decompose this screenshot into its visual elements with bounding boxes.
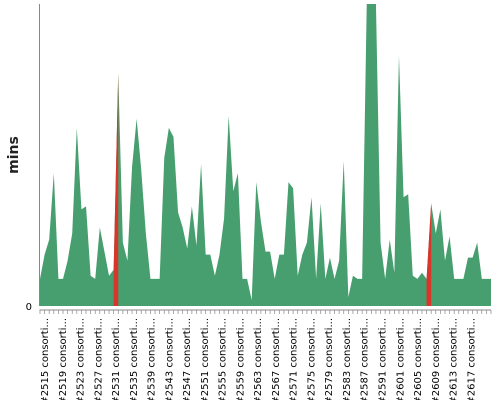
highlight-segment bbox=[426, 203, 432, 306]
x-axis-ticks: #2515 consorti... #2519 consorti... #2523 … bbox=[39, 310, 492, 400]
x-tick-label: #2535 consorti... bbox=[129, 318, 140, 400]
area-series bbox=[40, 4, 491, 306]
y-tick-label: 0 bbox=[26, 302, 32, 313]
y-axis-label: mins bbox=[6, 136, 22, 174]
highlight-segment bbox=[113, 73, 119, 307]
x-tick-label: #2523 consorti... bbox=[76, 318, 87, 400]
x-tick-label: #2563 consorti... bbox=[253, 318, 264, 400]
x-tick-label: #2617 consorti... bbox=[466, 318, 477, 400]
x-tick-label: #2543 consorti... bbox=[164, 318, 175, 400]
x-tick-label: #2547 consorti... bbox=[182, 318, 193, 400]
x-tick-label: #2571 consorti... bbox=[289, 318, 300, 400]
plot-area bbox=[40, 4, 491, 307]
x-tick-label: #2575 consorti... bbox=[306, 318, 317, 400]
x-tick-label: #2605 consorti... bbox=[413, 318, 424, 400]
x-tick-label: #2613 consorti... bbox=[449, 318, 460, 400]
x-tick-label: #2579 consorti... bbox=[324, 318, 335, 400]
x-tick-label: #2601 consorti... bbox=[395, 318, 406, 400]
x-tick-label: #2527 consorti... bbox=[93, 318, 104, 400]
x-tick-label: #2551 consorti... bbox=[200, 318, 211, 400]
x-tick-label: #2555 consorti... bbox=[218, 318, 229, 400]
x-tick-label: #2559 consorti... bbox=[235, 318, 246, 400]
x-tick-label: #2519 consorti... bbox=[58, 318, 69, 400]
x-tick-label: #2531 consorti... bbox=[111, 318, 122, 400]
x-tick-label: #2539 consorti... bbox=[147, 318, 158, 400]
x-tick-label: #2591 consorti... bbox=[378, 318, 389, 400]
x-tick-label: #2583 consorti... bbox=[342, 318, 353, 400]
x-tick-label: #2515 consorti... bbox=[40, 318, 51, 400]
y-axis-ticks: 0 bbox=[26, 302, 32, 313]
x-tick-label: #2609 consorti... bbox=[431, 318, 442, 400]
x-tick-label: #2567 consorti... bbox=[271, 318, 282, 400]
x-tick-label: #2587 consorti... bbox=[360, 318, 371, 400]
